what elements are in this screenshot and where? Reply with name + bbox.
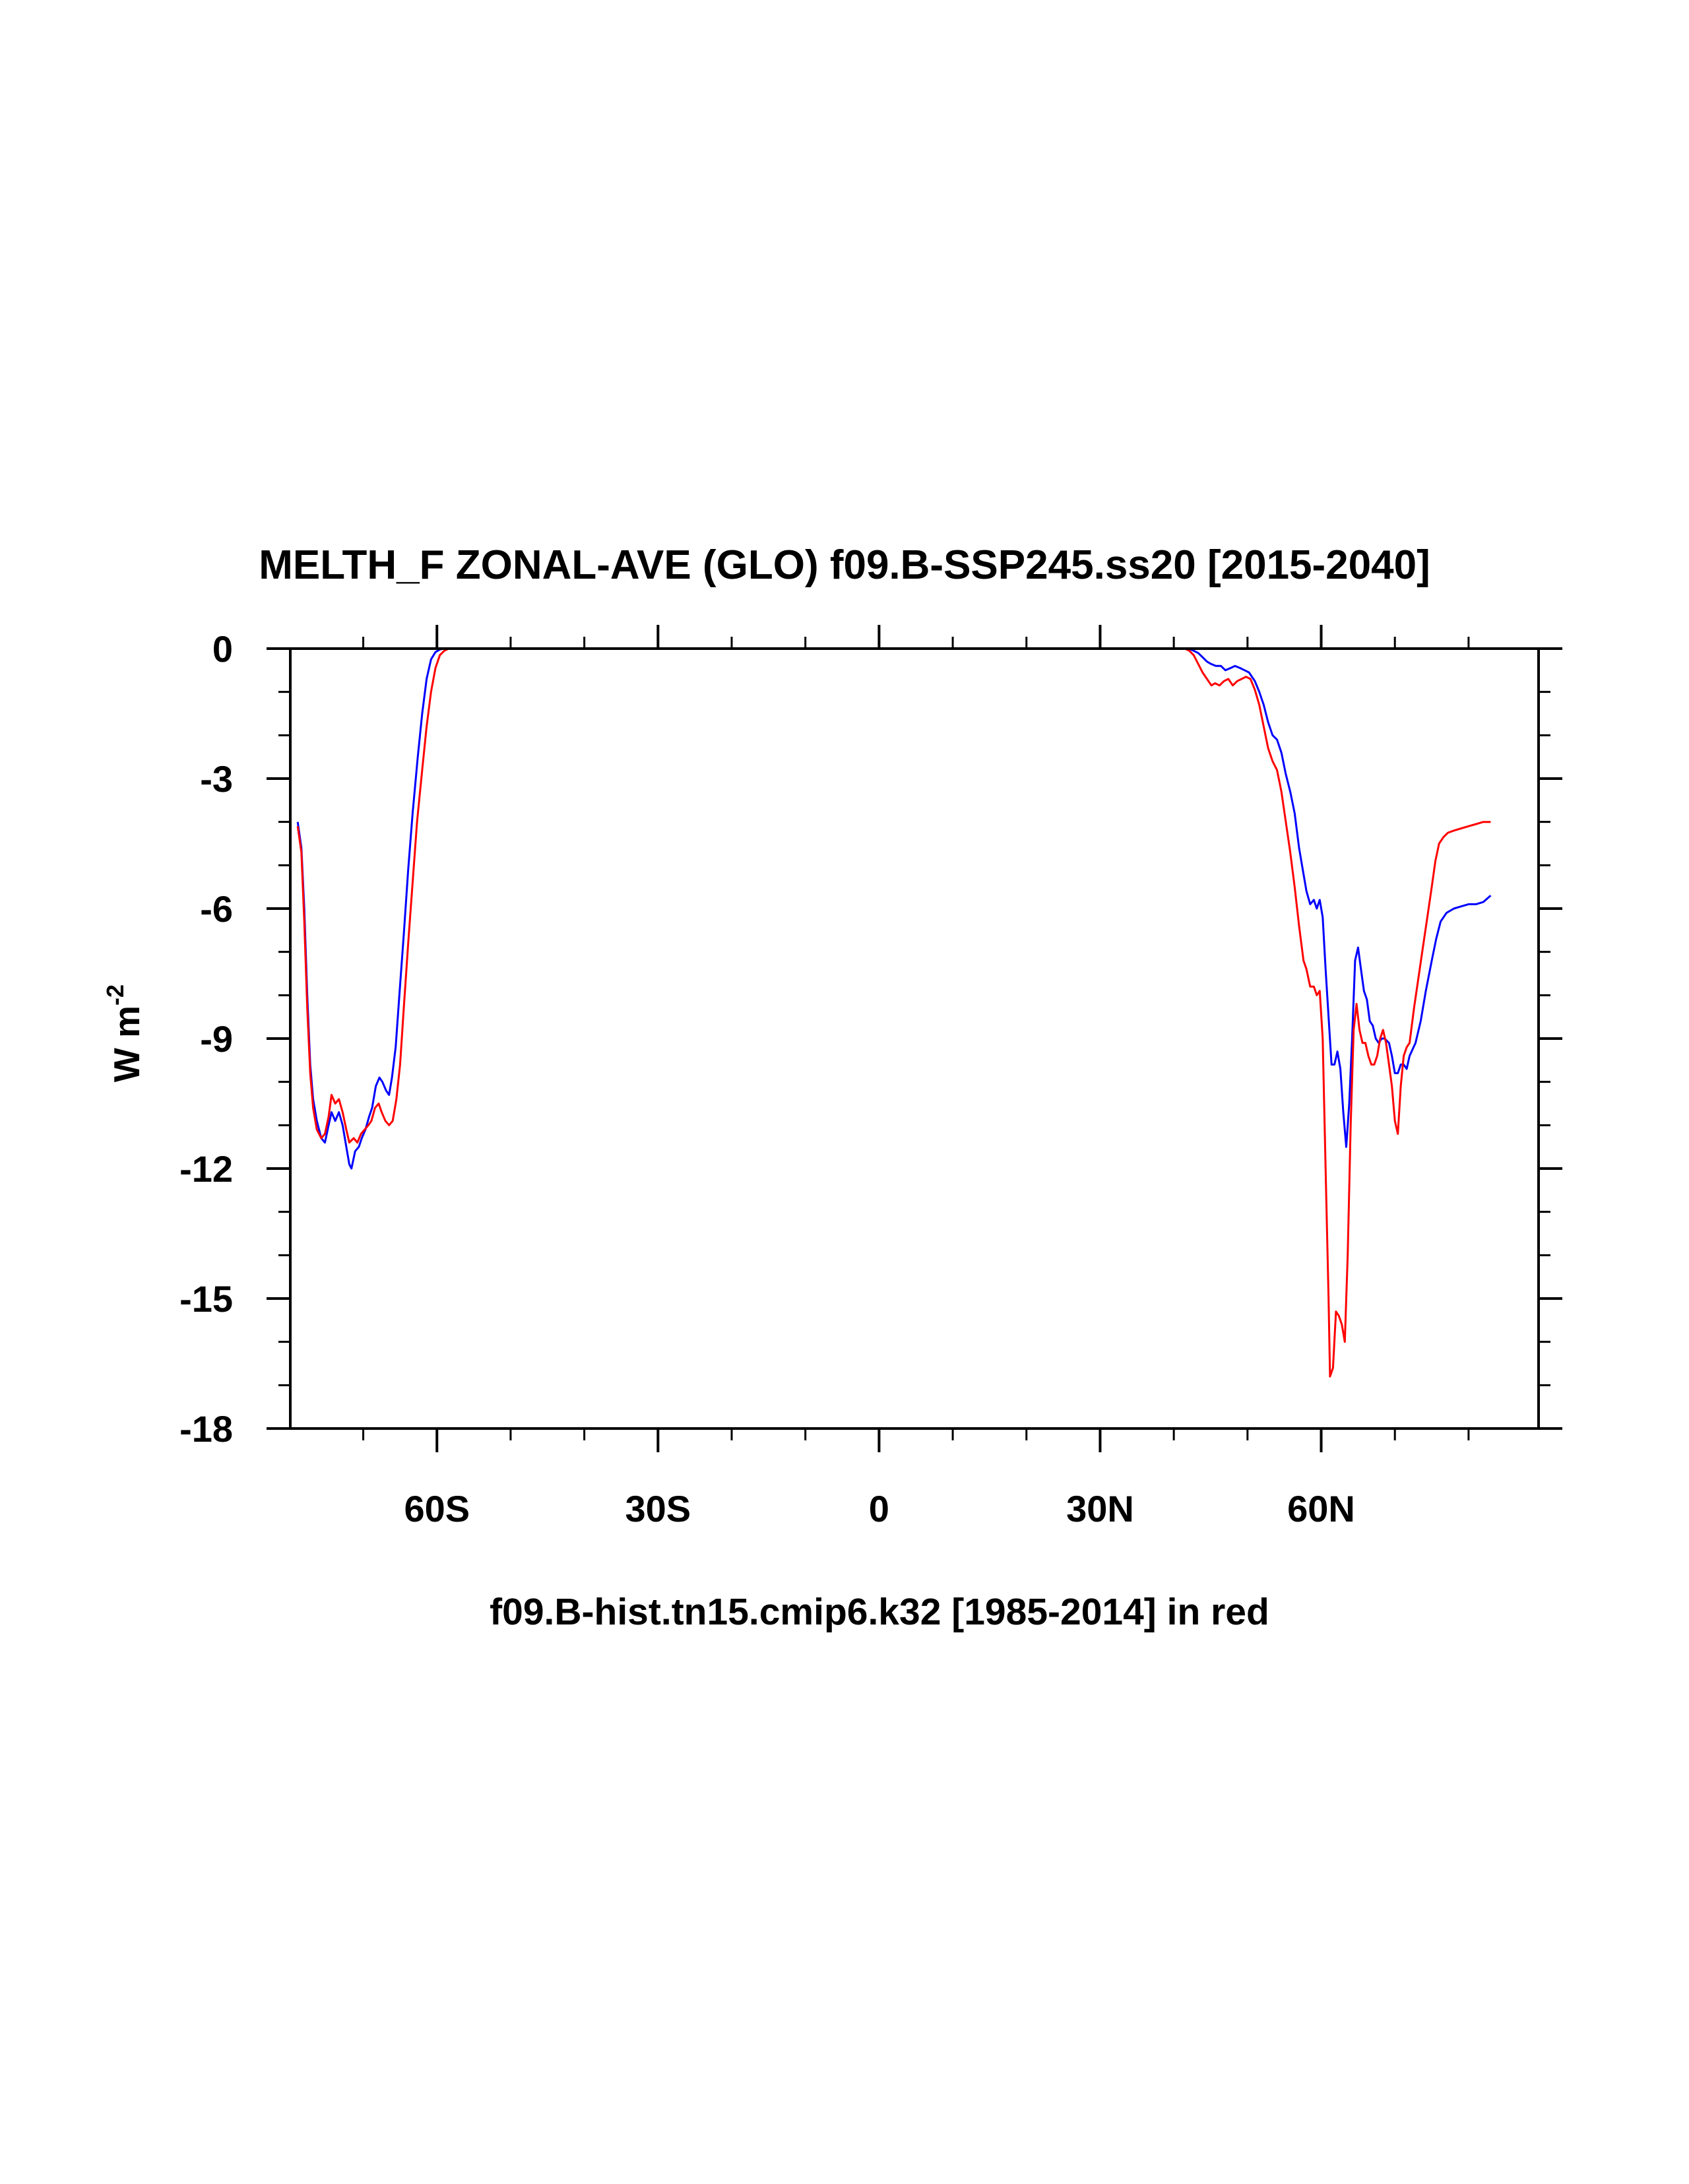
x-tick-label: 30N — [1066, 1488, 1134, 1529]
x-axis-label: f09.B-hist.tn15.cmip6.k32 [1985-2014] in… — [490, 1591, 1269, 1633]
y-axis-label-group: W m-2 — [102, 984, 147, 1082]
y-axis-label: W m — [106, 1006, 147, 1082]
y-tick-label: -18 — [179, 1408, 233, 1450]
series-line-red — [296, 647, 1491, 1378]
x-tick-label: 60N — [1287, 1488, 1355, 1529]
y-tick-label: -12 — [179, 1148, 233, 1190]
y-tick-label: -9 — [200, 1018, 233, 1060]
series-line-blue — [296, 647, 1492, 1170]
y-tick-label: -6 — [200, 888, 233, 930]
y-tick-label: -3 — [200, 758, 233, 800]
y-axis-label-superscript: -2 — [102, 984, 129, 1006]
axis-ticks: 0 -3 -6 -9 -12 -15 -18 60S 30S 0 30N 60N — [179, 625, 1562, 1529]
plot-frame — [289, 647, 1540, 1430]
plot-series — [296, 647, 1492, 1378]
chart-title: MELTH_F ZONAL-AVE (GLO) f09.B-SSP245.ss2… — [259, 542, 1430, 588]
y-tick-label: 0 — [212, 628, 233, 670]
y-tick-label: -15 — [179, 1278, 233, 1320]
svg-text:W m-2: W m-2 — [102, 984, 147, 1082]
x-tick-label: 0 — [869, 1488, 889, 1529]
x-tick-label: 30S — [625, 1488, 691, 1529]
x-tick-label: 60S — [404, 1488, 470, 1529]
